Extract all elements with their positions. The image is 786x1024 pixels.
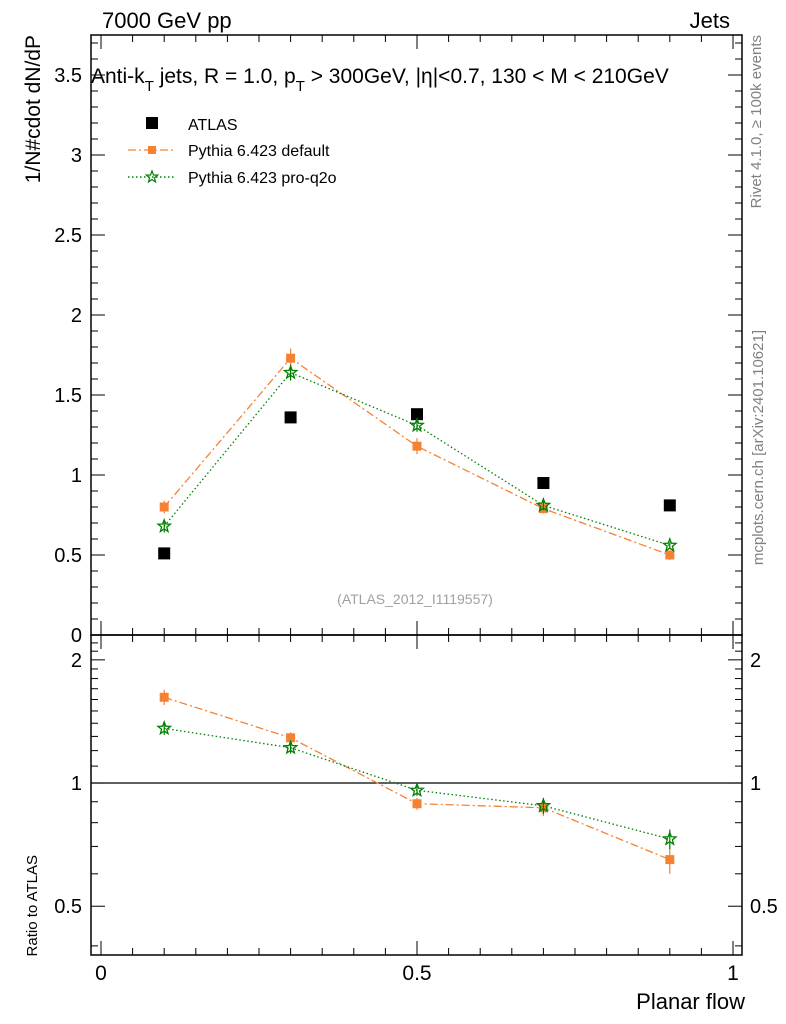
x-tick-label: 0.5: [402, 962, 431, 985]
header-right: Jets: [690, 8, 730, 33]
ratio-point-pythia-6-423-default: [665, 855, 675, 865]
ratio-y-tick-label-right: 0.5: [750, 896, 778, 918]
legend-marker-default: [148, 146, 156, 154]
main-point-pythia-6-423-pro-q2o: [535, 497, 552, 513]
y-tick-label: 3: [71, 145, 82, 167]
main-point-pythia-6-423-pro-q2o: [409, 417, 425, 433]
main-point-pythia-6-423-default: [159, 502, 169, 512]
main-point-atlas: [663, 499, 676, 512]
y-tick-label: 1.5: [54, 385, 82, 407]
ratio-point-pythia-6-423-default: [412, 799, 422, 809]
y-axis-label: 1/N#cdot dN/dP: [22, 35, 45, 183]
main-point-pythia-6-423-pro-q2o: [661, 537, 678, 553]
x-tick-label: 1: [727, 962, 739, 985]
ratio-y-tick-label-left: 1: [71, 773, 82, 795]
ratio-point-pythia-6-423-pro-q2o: [535, 797, 552, 813]
main-point-pythia-6-423-default: [665, 550, 675, 560]
legend-label-atlas: ATLAS: [188, 117, 238, 134]
ratio-point-pythia-6-423-pro-q2o: [156, 720, 173, 736]
y-tick-label: 3.5: [54, 65, 82, 87]
y-tick-label: 0: [71, 625, 82, 647]
main-point-pythia-6-423-pro-q2o: [156, 517, 173, 534]
x-tick-label: 0: [95, 962, 107, 985]
x-axis-label: Planar flow: [636, 989, 745, 1014]
legend: ATLAS Pythia 6.423 default Pythia 6.423 …: [128, 117, 337, 187]
ratio-y-tick-label-left: 0.5: [54, 896, 82, 918]
main-point-pythia-6-423-default: [286, 353, 296, 363]
ratio-y-tick-label-right: 2: [750, 650, 761, 672]
data-points: [156, 348, 678, 874]
y-tick-label: 2.5: [54, 225, 82, 247]
ratio-point-pythia-6-423-pro-q2o: [409, 781, 425, 797]
header-left: 7000 GeV pp: [102, 8, 232, 33]
ratio-line-pythia-6-423-default: [164, 696, 671, 861]
main-point-pythia-6-423-pro-q2o: [282, 364, 299, 380]
main-point-atlas: [537, 477, 550, 489]
main-point-atlas: [158, 547, 171, 560]
y-tick-label: 2: [71, 305, 82, 327]
ratio-point-pythia-6-423-pro-q2o: [282, 739, 299, 755]
legend-marker-proq2o: [144, 169, 160, 184]
main-point-atlas: [411, 408, 423, 421]
y-tick-label: 1: [71, 465, 82, 487]
ratio-point-pythia-6-423-default: [286, 733, 296, 743]
main-line-pythia-6-423-pro-q2o: [163, 371, 670, 547]
ratio-point-pythia-6-423-default: [159, 692, 169, 702]
main-point-pythia-6-423-default: [412, 441, 422, 451]
y-tick-label: 0.5: [54, 545, 82, 567]
analysis-watermark: (ATLAS_2012_I1119557): [337, 591, 493, 607]
main-line-pythia-6-423-default: [163, 357, 671, 556]
ratio-point-pythia-6-423-pro-q2o: [661, 830, 678, 846]
axis-ticks: 0 0.5 1 0 0.5 1 1.5 2 2.5 3 3.5 0.5 0.5 1 1 2 2: [54, 35, 778, 985]
ratio-y-axis-label: Ratio to ATLAS: [24, 855, 41, 956]
legend-label-proq2o: Pythia 6.423 pro-q2o: [188, 170, 337, 187]
rivet-label: Rivet 4.1.0, ≥ 100k events: [748, 35, 765, 208]
ratio-y-tick-label-left: 2: [71, 650, 82, 672]
main-point-atlas: [284, 411, 297, 424]
legend-label-default: Pythia 6.423 default: [188, 143, 330, 160]
ratio-y-tick-label-right: 1: [750, 773, 761, 795]
legend-marker-atlas: [146, 117, 158, 129]
chart-title: Anti-kT jets, R = 1.0, pT > 300GeV, |η|<…: [91, 65, 669, 95]
mcplots-label: mcplots.cern.ch [arXiv:2401.10621]: [750, 330, 767, 565]
